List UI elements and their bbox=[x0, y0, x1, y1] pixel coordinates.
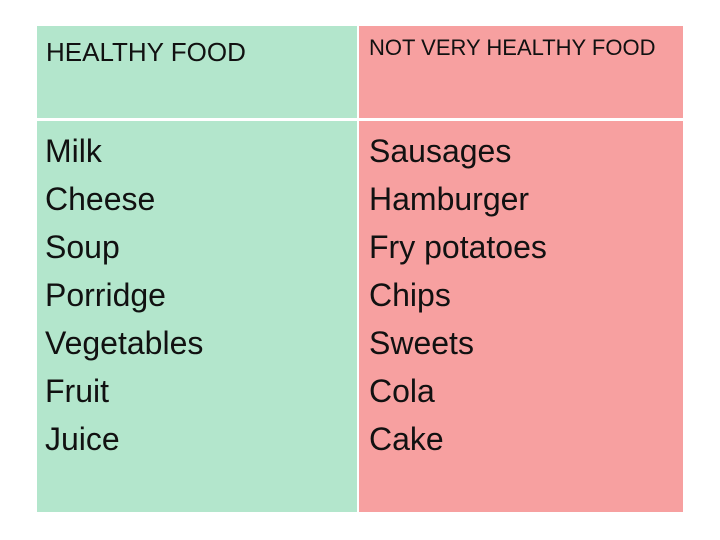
list-item: Cola bbox=[369, 373, 435, 409]
healthy-food-header: HEALTHY FOOD bbox=[37, 26, 359, 121]
unhealthy-food-list: Sausages Hamburger Fry potatoes Chips Sw… bbox=[369, 127, 683, 463]
unhealthy-food-title: NOT VERY HEALTHY FOOD bbox=[369, 35, 656, 60]
list-item: Sweets bbox=[369, 325, 474, 361]
healthy-food-list-cell: Milk Cheese Soup Porridge Vegetables Fru… bbox=[37, 121, 359, 512]
list-item: Soup bbox=[45, 229, 120, 265]
list-item: Milk bbox=[45, 133, 102, 169]
list-item: Cheese bbox=[45, 181, 156, 217]
list-item: Vegetables bbox=[45, 325, 204, 361]
list-item: Juice bbox=[45, 421, 120, 457]
food-table: HEALTHY FOOD NOT VERY HEALTHY FOOD Milk … bbox=[37, 26, 683, 512]
list-item: Fry potatoes bbox=[369, 229, 547, 265]
unhealthy-food-header: NOT VERY HEALTHY FOOD bbox=[359, 26, 683, 121]
unhealthy-food-list-cell: Sausages Hamburger Fry potatoes Chips Sw… bbox=[359, 121, 683, 512]
healthy-food-list: Milk Cheese Soup Porridge Vegetables Fru… bbox=[45, 127, 357, 463]
list-item: Hamburger bbox=[369, 181, 530, 217]
list-item: Porridge bbox=[45, 277, 166, 313]
list-item: Chips bbox=[369, 277, 451, 313]
list-item: Cake bbox=[369, 421, 444, 457]
healthy-food-title: HEALTHY FOOD bbox=[46, 37, 246, 67]
list-item: Sausages bbox=[369, 133, 512, 169]
list-item: Fruit bbox=[45, 373, 109, 409]
